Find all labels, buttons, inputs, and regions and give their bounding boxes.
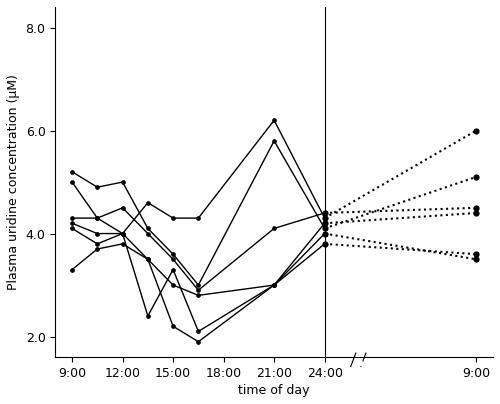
Y-axis label: Plasma uridine concentration (μM): Plasma uridine concentration (μM) [7, 74, 20, 290]
X-axis label: time of day: time of day [238, 384, 310, 397]
